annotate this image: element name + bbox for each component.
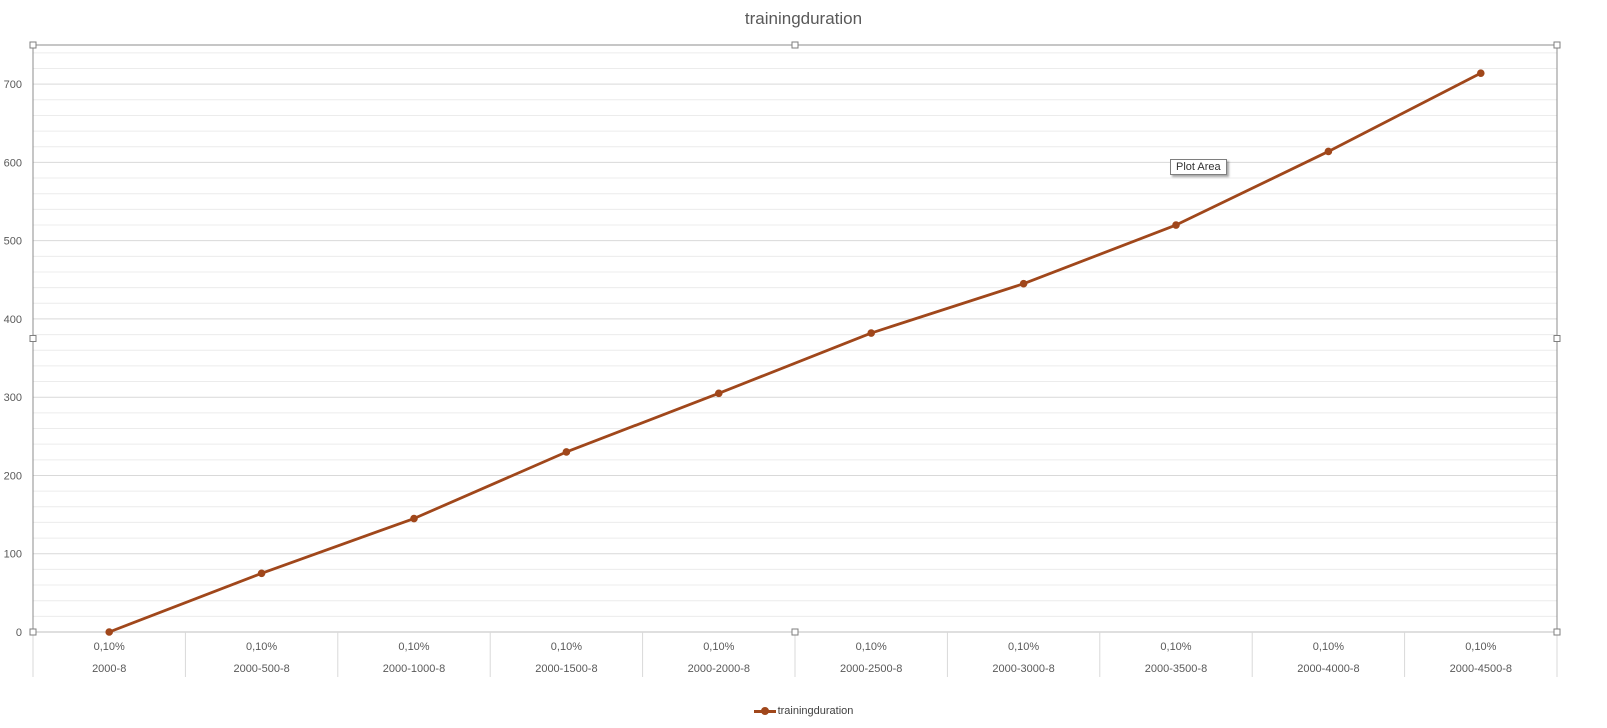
- minor-gridlines: [33, 52, 1557, 617]
- resize-handle[interactable]: [1553, 41, 1561, 49]
- y-tick-label: 700: [4, 79, 22, 91]
- x-tick-label-inner: 0,10%: [1008, 641, 1039, 653]
- y-tick-label: 100: [4, 549, 22, 561]
- x-tick-label-outer: 2000-3000-8: [992, 663, 1054, 675]
- x-tick-label-inner: 0,10%: [398, 641, 429, 653]
- resize-handle[interactable]: [791, 628, 799, 636]
- resize-handle[interactable]: [29, 335, 37, 342]
- data-point[interactable]: [715, 389, 723, 398]
- x-tick-label-outer: 2000-2000-8: [688, 663, 750, 675]
- x-tick-label-inner: 0,10%: [246, 641, 277, 653]
- data-point[interactable]: [1324, 147, 1333, 156]
- plot-area-border: [32, 44, 1558, 633]
- major-gridlines: [33, 83, 1557, 633]
- resize-handle[interactable]: [29, 41, 37, 49]
- resize-handle[interactable]: [1553, 335, 1561, 342]
- series-layer: [105, 69, 1485, 636]
- chart-title: trainingduration: [744, 9, 863, 28]
- x-tick-label-outer: 2000-2500-8: [840, 663, 902, 675]
- x-tick-label-inner: 0,10%: [94, 641, 125, 653]
- x-tick-label-outer: 2000-1000-8: [383, 663, 445, 675]
- data-point[interactable]: [1477, 69, 1485, 77]
- resize-handle[interactable]: [29, 628, 37, 636]
- data-point[interactable]: [257, 569, 266, 578]
- x-tick-label-inner: 0,10%: [1160, 641, 1191, 653]
- x-tick-label-outer: 2000-4000-8: [1297, 663, 1359, 675]
- data-point[interactable]: [1172, 221, 1180, 229]
- x-tick-label-inner: 0,10%: [1313, 641, 1344, 653]
- data-point[interactable]: [410, 514, 418, 523]
- legend-swatch: [753, 705, 776, 717]
- plot-area-tooltip: Plot Area: [1170, 159, 1227, 175]
- x-tick-label-inner: 0,10%: [551, 641, 582, 653]
- data-point[interactable]: [105, 628, 113, 636]
- x-axis-tick-labels: 0,10% 2000-8 0,10% 2000-500-8 0,10% 2000-1000…: [32, 632, 1558, 677]
- selection-handles: [29, 41, 1561, 636]
- x-tick-label-outer: 2000-1500-8: [535, 663, 597, 675]
- x-tick-label-outer: 2000-8: [92, 663, 126, 675]
- y-tick-label: 200: [4, 470, 22, 482]
- x-tick-label-inner: 0,10%: [1465, 641, 1496, 653]
- data-point[interactable]: [867, 329, 876, 337]
- resize-handle[interactable]: [1553, 628, 1561, 636]
- y-tick-label: 600: [4, 157, 22, 169]
- x-tick-label-outer: 2000-3500-8: [1145, 663, 1207, 675]
- legend-label: trainingduration: [777, 705, 854, 717]
- resize-handle[interactable]: [791, 41, 799, 49]
- y-tick-label: 400: [4, 314, 22, 326]
- y-tick-label: 500: [4, 236, 22, 248]
- legend[interactable]: trainingduration: [0, 705, 1607, 717]
- x-tick-label-inner: 0,10%: [703, 641, 734, 653]
- plot-area-frame: [32, 44, 1558, 633]
- y-tick-label: 0: [16, 627, 22, 639]
- x-tick-label-inner: 0,10%: [856, 641, 887, 653]
- y-tick-label: 300: [4, 392, 22, 404]
- x-tick-label-outer: 2000-500-8: [233, 663, 289, 675]
- data-point[interactable]: [1019, 279, 1028, 288]
- series-line[interactable]: [108, 71, 1482, 634]
- data-point[interactable]: [562, 448, 571, 456]
- x-tick-label-outer: 2000-4500-8: [1450, 663, 1512, 675]
- y-axis-tick-labels: 0 100 200 300 400 500 600 700: [4, 79, 22, 639]
